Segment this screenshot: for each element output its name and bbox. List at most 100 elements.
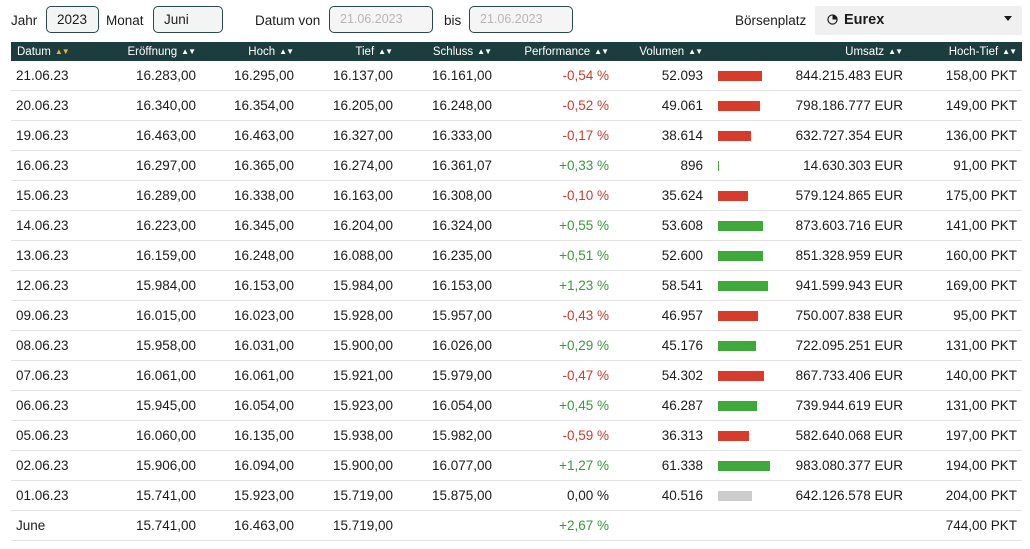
table-row: 16.06.23 16.297,00 16.365,00 16.274,00 16.36… — [11, 150, 1022, 181]
col-header-range[interactable]: Hoch-Tief ▲▼ — [908, 42, 1022, 61]
turnover-cell: 642.126.578 EUR — [788, 480, 908, 511]
close-cell: 16.077,00 — [398, 450, 497, 481]
date-to-input[interactable]: 21.06.2023 — [469, 6, 573, 33]
col-header-volume-bar — [708, 42, 788, 61]
close-cell: 16.333,00 — [398, 120, 497, 151]
month-select[interactable]: Juni — [153, 6, 223, 33]
performance-cell: -0,10 % — [497, 180, 614, 211]
volume-cell: 896 — [614, 150, 708, 181]
col-header-turnover[interactable]: Umsatz ▲▼ — [788, 42, 908, 61]
table-row: 15.06.23 16.289,00 16.338,00 16.163,00 16.30… — [11, 180, 1022, 211]
date-cell: 14.06.23 — [11, 210, 101, 241]
volume-cell: 46.957 — [614, 300, 708, 331]
range-cell: 136,00 PKT — [908, 120, 1022, 151]
low-cell: 16.163,00 — [299, 180, 398, 211]
table-row: 12.06.23 15.984,00 16.153,00 15.984,00 16.15… — [11, 270, 1022, 301]
volume-cell: 46.287 — [614, 390, 708, 421]
open-cell: 16.060,00 — [101, 420, 201, 451]
table-row: 13.06.23 16.159,00 16.248,00 16.088,00 16.23… — [11, 240, 1022, 271]
high-cell: 16.153,00 — [201, 270, 299, 301]
volume-bar-cell — [708, 420, 788, 451]
range-cell: 131,00 PKT — [908, 390, 1022, 421]
performance-cell: +0,45 % — [497, 390, 614, 421]
close-cell: 16.248,00 — [398, 90, 497, 121]
range-cell: 744,00 PKT — [908, 510, 1022, 541]
col-header-low[interactable]: Tief ▲▼ — [299, 42, 398, 61]
performance-cell: -0,52 % — [497, 90, 614, 121]
volume-cell — [614, 510, 708, 541]
low-cell: 16.274,00 — [299, 150, 398, 181]
volume-bar — [718, 220, 763, 231]
close-cell — [398, 510, 497, 541]
clock-icon — [827, 14, 838, 25]
high-cell: 16.023,00 — [201, 300, 299, 331]
open-cell: 16.297,00 — [101, 150, 201, 181]
performance-cell: -0,54 % — [497, 61, 614, 91]
open-cell: 16.159,00 — [101, 240, 201, 271]
high-cell: 16.295,00 — [201, 61, 299, 91]
col-header-high[interactable]: Hoch ▲▼ — [201, 42, 299, 61]
open-cell: 15.984,00 — [101, 270, 201, 301]
low-cell: 15.928,00 — [299, 300, 398, 331]
volume-bar-cell — [708, 300, 788, 331]
volume-cell: 35.624 — [614, 180, 708, 211]
col-header-close[interactable]: Schluss ▲▼ — [398, 42, 497, 61]
col-header-performance[interactable]: Performance ▲▼ — [497, 42, 614, 61]
low-cell: 15.719,00 — [299, 510, 398, 541]
volume-cell: 61.338 — [614, 450, 708, 481]
low-cell: 16.088,00 — [299, 240, 398, 271]
year-label: Jahr — [11, 13, 38, 28]
col-header-open[interactable]: Eröffnung ▲▼ — [101, 42, 201, 61]
open-cell: 16.015,00 — [101, 300, 201, 331]
high-cell: 16.135,00 — [201, 420, 299, 451]
date-cell: 09.06.23 — [11, 300, 101, 331]
close-cell: 16.153,00 — [398, 270, 497, 301]
sort-icon: ▲▼ — [477, 46, 492, 56]
sort-icon: ▲▼ — [1002, 46, 1017, 56]
high-cell: 16.248,00 — [201, 240, 299, 271]
performance-cell: +0,51 % — [497, 240, 614, 271]
table-row: 06.06.23 15.945,00 16.054,00 15.923,00 16.05… — [11, 390, 1022, 421]
range-cell: 91,00 PKT — [908, 150, 1022, 181]
turnover-cell: 632.727.354 EUR — [788, 120, 908, 151]
turnover-cell: 941.599.943 EUR — [788, 270, 908, 301]
date-from-input[interactable]: 21.06.2023 — [329, 6, 433, 33]
exchange-select[interactable]: Eurex — [815, 6, 1022, 35]
sort-icon: ▲▼ — [594, 46, 609, 56]
date-cell: 20.06.23 — [11, 90, 101, 121]
low-cell: 15.719,00 — [299, 480, 398, 511]
price-history-table: Datum ▲▼ Eröffnung ▲▼ Hoch ▲▼ Tief ▲▼ Schlus… — [11, 42, 1022, 541]
close-cell: 16.235,00 — [398, 240, 497, 271]
exchange-label: Börsenplatz — [735, 13, 807, 28]
date-cell: 06.06.23 — [11, 390, 101, 421]
range-cell: 204,00 PKT — [908, 480, 1022, 511]
performance-cell: -0,17 % — [497, 120, 614, 151]
col-header-date[interactable]: Datum ▲▼ — [11, 42, 101, 61]
year-select[interactable]: 2023 — [46, 6, 99, 33]
close-cell: 16.324,00 — [398, 210, 497, 241]
range-cell: 197,00 PKT — [908, 420, 1022, 451]
low-cell: 16.327,00 — [299, 120, 398, 151]
close-cell: 16.161,00 — [398, 61, 497, 91]
table-row: 08.06.23 15.958,00 16.031,00 15.900,00 16.02… — [11, 330, 1022, 361]
table-row: 14.06.23 16.223,00 16.345,00 16.204,00 16.32… — [11, 210, 1022, 241]
volume-bar — [718, 460, 770, 471]
volume-bar-cell — [708, 120, 788, 151]
low-cell: 15.923,00 — [299, 390, 398, 421]
table-row: 19.06.23 16.463,00 16.463,00 16.327,00 16.33… — [11, 120, 1022, 151]
volume-bar-cell — [708, 270, 788, 301]
table-row: 05.06.23 16.060,00 16.135,00 15.938,00 15.98… — [11, 420, 1022, 451]
col-header-volume[interactable]: Volumen ▲▼ — [614, 42, 708, 61]
table-row: 20.06.23 16.340,00 16.354,00 16.205,00 16.24… — [11, 90, 1022, 121]
volume-bar — [718, 370, 764, 381]
volume-bar-cell — [708, 510, 788, 541]
date-from-label: Datum von — [255, 13, 321, 28]
month-label: Monat — [106, 13, 144, 28]
low-cell: 16.204,00 — [299, 210, 398, 241]
low-cell: 15.938,00 — [299, 420, 398, 451]
performance-cell: -0,59 % — [497, 420, 614, 451]
turnover-cell: 983.080.377 EUR — [788, 450, 908, 481]
performance-cell: +0,29 % — [497, 330, 614, 361]
date-cell: 15.06.23 — [11, 180, 101, 211]
range-cell: 141,00 PKT — [908, 210, 1022, 241]
